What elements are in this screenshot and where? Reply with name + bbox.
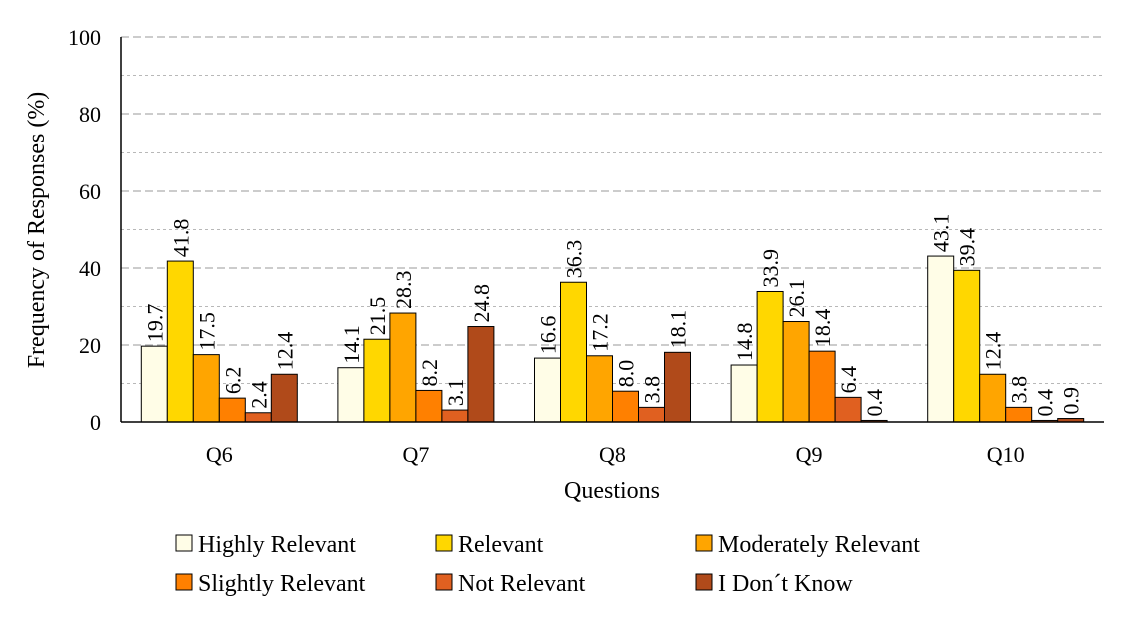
data-label: 14.8 [732, 323, 757, 362]
legend-swatch [695, 534, 713, 552]
data-label: 8.2 [417, 359, 442, 387]
data-label: 3.8 [640, 376, 665, 404]
data-label: 6.2 [220, 367, 245, 395]
data-label: 3.1 [443, 379, 468, 407]
bar-q9-series-0 [730, 364, 758, 423]
data-label: 6.4 [836, 366, 861, 394]
bar-q8-series-4 [638, 406, 665, 423]
data-label: 28.3 [391, 271, 416, 310]
x-axis-title: Questions [564, 478, 660, 504]
data-label: 17.5 [194, 312, 219, 351]
legend-label: Not Relevant [458, 571, 586, 597]
bar-q8-series-5 [664, 351, 691, 423]
data-label: 12.4 [272, 332, 297, 371]
bar-q9-series-1 [756, 290, 784, 423]
bar-q10-series-3 [1005, 406, 1033, 423]
data-label: 43.1 [929, 214, 954, 253]
bar-q10-series-1 [953, 269, 981, 423]
y-tick-label: 60 [79, 179, 101, 204]
legend-swatch [435, 573, 453, 591]
data-label: 24.8 [469, 284, 494, 323]
x-tick-label: Q7 [402, 442, 429, 467]
data-label: 12.4 [981, 332, 1006, 370]
x-tick-label: Q10 [987, 442, 1025, 467]
bar-q7-series-4 [441, 409, 469, 423]
y-tick-label: 0 [90, 410, 101, 435]
bar-q6-series-2 [192, 354, 220, 423]
bar-q9-series-3 [808, 350, 836, 423]
bar-q6-series-4 [244, 412, 272, 423]
legend-label: I Don´t Know [718, 571, 853, 597]
bar-q10-series-0 [927, 255, 955, 423]
bar-q6-series-3 [218, 397, 246, 423]
legend-label: Slightly Relevant [198, 571, 366, 597]
legend-swatch [695, 573, 713, 591]
data-label: 0.9 [1059, 387, 1084, 415]
bar-q8-series-2 [586, 355, 613, 423]
data-label: 2.4 [246, 381, 271, 409]
bar-q9-series-4 [834, 396, 862, 423]
y-tick-label: 100 [68, 25, 101, 50]
data-label: 21.5 [365, 297, 390, 336]
data-label: 39.4 [955, 228, 980, 267]
legend-label: Moderately Relevant [718, 532, 920, 558]
data-label: 18.1 [666, 310, 691, 349]
x-tick-label: Q8 [599, 442, 626, 467]
data-label: 19.7 [142, 304, 167, 343]
legend-label: Highly Relevant [198, 532, 356, 558]
data-label: 26.1 [784, 279, 809, 318]
data-labels-group: 19.741.817.56.22.412.4 14.121.528.38.23.1… [142, 214, 1083, 417]
bar-q7-series-2 [389, 312, 417, 423]
data-label: 16.6 [536, 316, 561, 355]
bar-q8-series-0 [534, 357, 561, 423]
axes-group: 0 20 40 60 80 100 Q6 Q7 Q8 Q9 Q10 [68, 25, 1104, 467]
data-label: 18.4 [810, 309, 835, 348]
bar-q10-series-2 [979, 373, 1007, 423]
data-label: 33.9 [758, 249, 783, 288]
bar-q7-series-5 [467, 326, 495, 423]
y-axis-title: Frequency of Responses (%) [24, 92, 50, 369]
bar-q8-series-1 [560, 281, 587, 423]
bars-group [140, 255, 1085, 423]
bar-q6-series-0 [140, 345, 168, 423]
bar-q7-series-1 [363, 338, 391, 423]
y-tick-label: 20 [79, 333, 101, 358]
bar-q6-series-1 [166, 260, 194, 423]
data-label: 14.1 [339, 325, 364, 364]
x-tick-label: Q6 [206, 442, 233, 467]
bar-q9-series-2 [782, 321, 810, 423]
legend: Highly Relevant Relevant Moderately Releva… [175, 532, 920, 597]
data-label: 3.8 [1007, 376, 1032, 404]
bar-q7-series-0 [337, 367, 365, 423]
bar-q6-series-5 [270, 373, 298, 423]
data-label: 0.4 [862, 389, 887, 417]
y-tick-label: 40 [79, 256, 101, 281]
data-label: 0.4 [1033, 389, 1058, 417]
data-label: 41.8 [168, 219, 193, 258]
data-label: 8.0 [614, 360, 639, 388]
data-label: 17.2 [588, 313, 613, 352]
y-tick-label: 80 [79, 102, 101, 127]
legend-swatch [175, 573, 193, 591]
bar-q8-series-3 [612, 390, 639, 423]
legend-swatch [435, 534, 453, 552]
legend-swatch [175, 534, 193, 552]
data-label: 36.3 [562, 240, 587, 279]
bar-q7-series-3 [415, 389, 443, 423]
x-tick-label: Q9 [796, 442, 823, 467]
legend-label: Relevant [458, 532, 544, 558]
